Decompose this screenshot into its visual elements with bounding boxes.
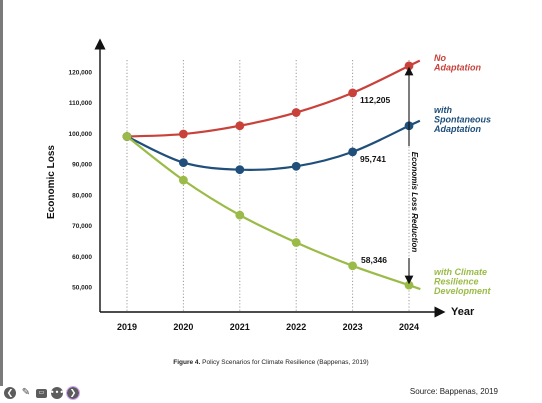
series-label-noadapt: No Adaptation xyxy=(433,53,481,73)
y-tick-label: 90,000 xyxy=(72,162,92,169)
point-noadapt-2023 xyxy=(348,88,357,98)
series-label-resil: with Climate Resilience Development xyxy=(434,267,492,296)
series-label-line: Adaptation xyxy=(433,63,481,73)
caption-text: Policy Scenarios for Climate Resilience … xyxy=(200,359,369,366)
x-tick-labels: 2019 2020 2021 2022 2023 2024 xyxy=(117,322,419,332)
presentation-toolbar: ❮ ✎ ▭ ••• ❯ xyxy=(4,386,80,400)
point-resil-2021 xyxy=(235,210,245,220)
y-tick-label: 100,000 xyxy=(69,131,93,138)
figure-caption: Figure 4. Policy Scenarios for Climate R… xyxy=(0,359,542,366)
y-axis-label: Economic Loss xyxy=(46,145,57,219)
y-tick-label: 60,000 xyxy=(72,254,92,261)
point-noadapt-2024 xyxy=(404,61,414,71)
point-noadapt-2022 xyxy=(291,108,301,117)
line-chart: 120,000 110,000 100,000 90,000 80,000 70,000 6… xyxy=(46,38,492,332)
axes xyxy=(94,38,446,318)
series-label-line: Resilience xyxy=(434,277,479,287)
y-tick-label: 80,000 xyxy=(72,192,92,199)
series-label-line: with xyxy=(434,105,452,115)
point-resil-2023 xyxy=(348,261,357,271)
series-label-line: No xyxy=(434,53,446,63)
point-noadapt-2020 xyxy=(179,129,188,139)
point-resil-2020 xyxy=(179,175,188,185)
bottom-bar xyxy=(0,386,542,403)
back-icon[interactable]: ❮ xyxy=(4,387,16,399)
series-label-spont: with Spontaneous Adaptation xyxy=(433,105,491,134)
reduction-label: Economis Loss Reduction xyxy=(410,152,419,253)
point-resil-2022 xyxy=(291,238,301,247)
x-tick-label: 2021 xyxy=(230,322,250,332)
series-label-line: Development xyxy=(434,286,492,296)
value-annotation: 58,346 xyxy=(361,255,387,265)
point-spont-2022 xyxy=(291,161,301,171)
more-icon[interactable]: ••• xyxy=(49,387,65,399)
series-label-line: with Climate xyxy=(434,267,487,277)
x-tick-label: 2023 xyxy=(343,322,363,332)
slides-icon[interactable]: ▭ xyxy=(36,388,47,398)
next-icon[interactable]: ❯ xyxy=(66,386,80,400)
source-note: Source: Bappenas, 2019 xyxy=(409,387,498,396)
y-tick-labels: 120,000 110,000 100,000 90,000 80,000 70,000 6… xyxy=(69,70,93,292)
point-spont-2020 xyxy=(179,158,188,168)
value-annotation: 112,205 xyxy=(360,95,391,105)
x-tick-label: 2024 xyxy=(399,322,419,332)
series-points xyxy=(122,61,414,290)
point-noadapt-2021 xyxy=(235,121,245,131)
window-edge xyxy=(0,0,3,386)
point-spont-2023 xyxy=(348,147,357,157)
x-tick-label: 2020 xyxy=(173,322,193,332)
point-resil-2024 xyxy=(404,280,414,290)
value-annotation: 95,741 xyxy=(360,154,386,164)
x-tick-label: 2019 xyxy=(117,322,137,332)
value-annotations: 112,205 95,741 58,346 xyxy=(360,95,391,265)
caption-prefix: Figure 4. xyxy=(173,359,201,366)
y-tick-label: 110,000 xyxy=(69,100,93,107)
x-axis-label: Year xyxy=(451,306,475,318)
series-label-line: Adaptation xyxy=(433,124,481,134)
point-resil-2019 xyxy=(122,132,132,141)
y-tick-label: 70,000 xyxy=(72,223,92,230)
y-tick-label: 50,000 xyxy=(72,285,92,292)
series-line-resil xyxy=(126,135,421,291)
point-spont-2021 xyxy=(235,165,245,175)
series-label-line: Spontaneous xyxy=(434,115,491,125)
y-tick-label: 120,000 xyxy=(69,70,93,77)
x-tick-label: 2022 xyxy=(286,322,306,332)
pen-icon[interactable]: ✎ xyxy=(21,387,31,398)
